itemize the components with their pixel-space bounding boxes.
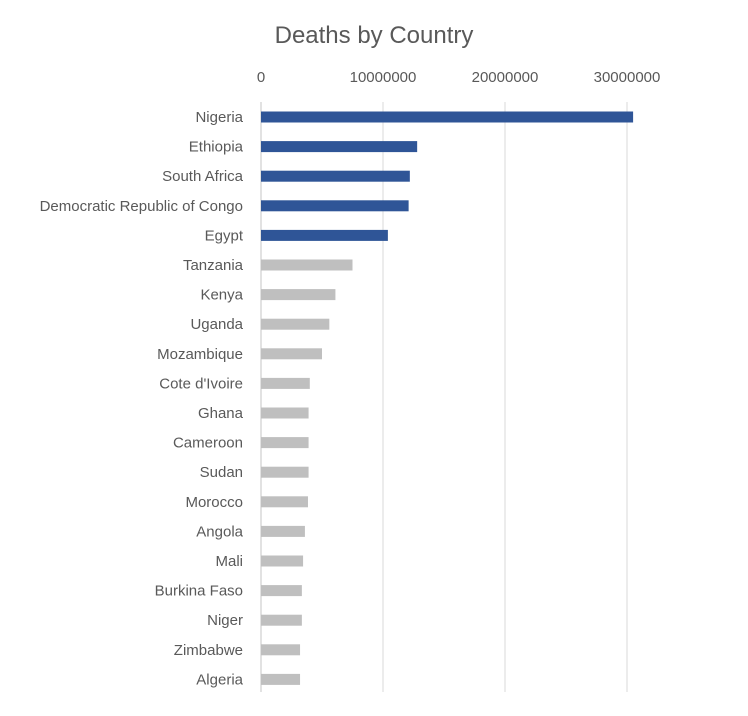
- category-label: Morocco: [185, 494, 243, 511]
- category-label: Ghana: [198, 405, 244, 422]
- x-tick-label: 10000000: [350, 69, 417, 86]
- bar-egypt: [261, 229, 388, 241]
- bar-ethiopia: [261, 141, 418, 153]
- category-label: Mozambique: [157, 346, 243, 363]
- bar-angola: [261, 525, 305, 537]
- bar-nigeria: [261, 111, 634, 123]
- bar-mozambique: [261, 348, 322, 360]
- x-tick-label: 30000000: [594, 69, 661, 86]
- category-label: Angola: [196, 523, 243, 540]
- bar-zimbabwe: [261, 644, 301, 656]
- category-label: Cote d'Ivoire: [159, 375, 243, 392]
- bar-sudan: [261, 466, 309, 478]
- category-label: South Africa: [162, 168, 244, 185]
- x-tick-label: 20000000: [472, 69, 539, 86]
- bar-cote-d-ivoire: [261, 377, 310, 389]
- bar-cameroon: [261, 437, 309, 449]
- category-label: Sudan: [200, 464, 243, 481]
- x-tick-label: 0: [257, 69, 265, 86]
- bar-ghana: [261, 407, 309, 419]
- category-label: Kenya: [200, 287, 243, 304]
- bar-uganda: [261, 318, 330, 330]
- category-label: Zimbabwe: [174, 642, 243, 659]
- bars: [261, 111, 634, 685]
- category-label: Democratic Republic of Congo: [40, 198, 243, 215]
- bar-tanzania: [261, 259, 353, 271]
- category-label: Tanzania: [183, 257, 244, 274]
- bar-democratic-republic-of-congo: [261, 200, 409, 212]
- bar-burkina-faso: [261, 585, 302, 597]
- bar-south-africa: [261, 170, 410, 182]
- category-label: Mali: [215, 553, 243, 570]
- x-axis-ticks: 0 10000000 20000000 30000000: [257, 69, 661, 86]
- category-labels: Nigeria Ethiopia South Africa Democratic Re…: [40, 109, 244, 688]
- chart-title: Deaths by Country: [275, 22, 474, 49]
- bar-mali: [261, 555, 304, 567]
- category-label: Algeria: [196, 671, 243, 688]
- gridlines: [260, 102, 628, 692]
- category-label: Cameroon: [173, 435, 243, 452]
- bar-algeria: [261, 673, 301, 685]
- bar-morocco: [261, 496, 308, 508]
- category-label: Nigeria: [195, 109, 243, 126]
- category-label: Burkina Faso: [155, 583, 243, 600]
- bar-niger: [261, 614, 302, 626]
- category-label: Uganda: [190, 316, 243, 333]
- category-label: Ethiopia: [189, 139, 244, 156]
- bar-kenya: [261, 289, 336, 301]
- category-label: Niger: [207, 612, 243, 629]
- category-label: Egypt: [205, 227, 244, 244]
